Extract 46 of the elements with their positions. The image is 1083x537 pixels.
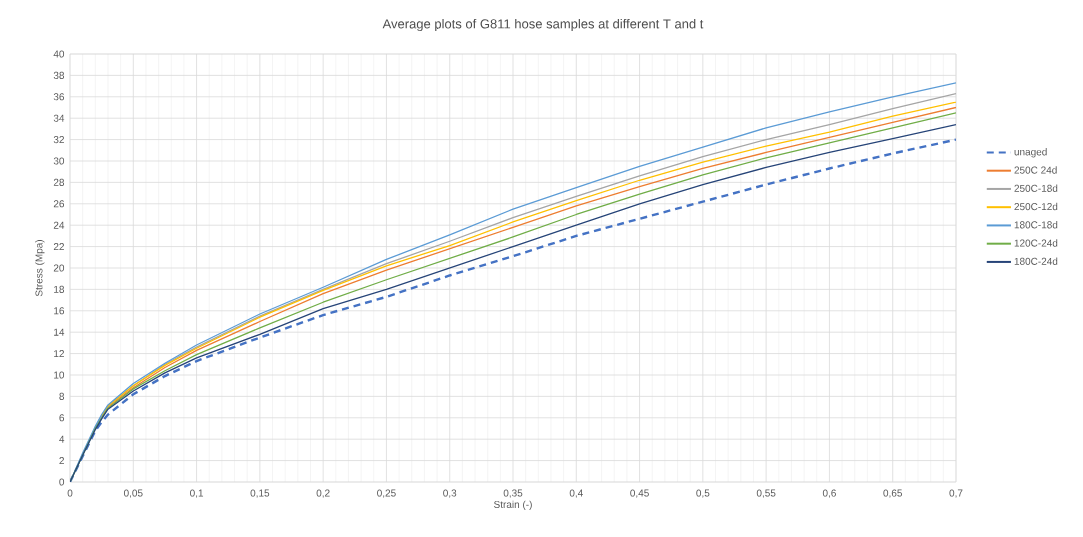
x-tick-label: 0,2: [316, 489, 330, 498]
x-tick-label: 0,45: [630, 489, 649, 498]
legend-label: 250C-12d: [1014, 202, 1058, 211]
y-tick-label: 34: [53, 114, 65, 122]
x-tick-label: 0,4: [569, 489, 583, 498]
y-tick-label: 32: [53, 136, 64, 144]
x-tick-label: 0,35: [503, 489, 523, 498]
legend-label: 120C-24d: [1014, 239, 1058, 247]
y-tick-label: 8: [59, 392, 65, 400]
y-tick-label: 38: [53, 71, 65, 79]
legend-label: 250C-18d: [1014, 184, 1058, 192]
y-tick-label: 22: [53, 243, 64, 251]
y-tick-label: 10: [54, 371, 65, 379]
y-tick-label: 20: [53, 264, 65, 272]
y-tick-label: 4: [59, 435, 65, 443]
legend-label: unaged: [1014, 148, 1047, 158]
y-tick-label: 14: [54, 328, 65, 336]
y-tick-label: 24: [53, 221, 65, 229]
x-tick-label: 0,55: [756, 489, 776, 498]
x-tick-label: 0,05: [123, 489, 143, 498]
y-tick-label: 16: [54, 307, 65, 315]
x-tick-label: 0,3: [443, 489, 457, 498]
y-tick-label: 6: [59, 414, 65, 422]
x-tick-label: 0,6: [822, 489, 836, 498]
y-tick-label: 12: [54, 350, 64, 358]
x-tick-label: 0,7: [949, 489, 963, 498]
x-tick-label: 0,25: [377, 489, 396, 498]
legend-label: 250C 24d: [1014, 166, 1057, 174]
y-tick-label: 30: [53, 157, 65, 165]
y-tick-label: 18: [54, 285, 65, 293]
y-tick-label: 28: [53, 178, 65, 186]
x-tick-label: 0,5: [696, 489, 710, 498]
x-axis-title: Strain (-): [494, 500, 532, 510]
y-tick-label: 2: [59, 457, 64, 465]
x-tick-label: 0,1: [190, 489, 204, 498]
x-tick-label: 0: [67, 489, 73, 497]
y-tick-label: 36: [53, 93, 65, 101]
y-tick-label: 0: [59, 478, 65, 486]
y-axis-title: Stress (Mpa): [35, 240, 45, 297]
x-tick-label: 0,65: [883, 489, 903, 498]
x-tick-label: 0,15: [250, 489, 270, 498]
y-tick-label: 26: [53, 200, 65, 208]
y-tick-label: 40: [53, 50, 65, 58]
chart-title: Average plots of G811 hose samples at different T and t: [382, 18, 704, 32]
legend-label: 180C-24d: [1014, 257, 1058, 265]
legend-label: 180C-18d: [1014, 221, 1058, 229]
